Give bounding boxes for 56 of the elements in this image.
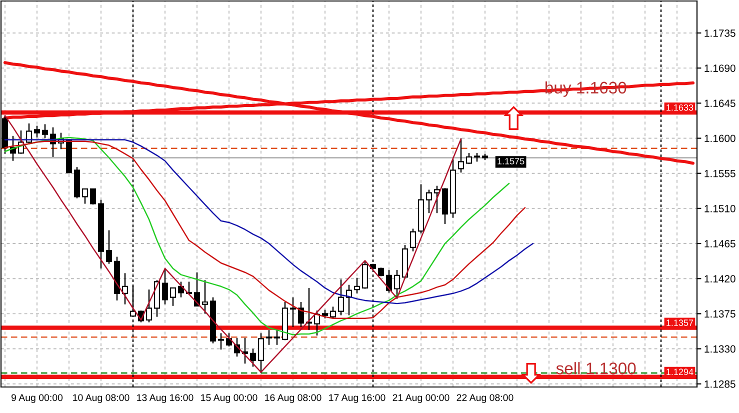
x-tick-label: 22 Aug 08:00 bbox=[456, 394, 514, 404]
y-tick-label: 1.1330 bbox=[704, 345, 736, 353]
candlestick bbox=[146, 288, 152, 323]
candlestick bbox=[90, 188, 96, 206]
y-tick-label: 1.1735 bbox=[704, 29, 736, 37]
ref-line-label: 1.1357 bbox=[666, 320, 694, 326]
candlestick bbox=[226, 332, 232, 348]
candlestick bbox=[338, 278, 344, 316]
candlestick bbox=[298, 301, 304, 328]
ref-line-label: 1.1575 bbox=[498, 158, 524, 164]
y-tick-label: 1.1285 bbox=[704, 380, 736, 388]
candlestick bbox=[170, 287, 176, 307]
candlestick bbox=[426, 189, 432, 214]
candlestick bbox=[82, 188, 88, 204]
candlestick bbox=[258, 332, 264, 374]
candlestick bbox=[34, 125, 40, 138]
candlestick bbox=[42, 124, 48, 139]
candlestick bbox=[346, 284, 352, 316]
candlestick bbox=[266, 329, 272, 346]
annotation: sell 1.1300 bbox=[556, 362, 636, 374]
candlestick bbox=[330, 306, 336, 320]
line-series bbox=[3, 61, 695, 165]
candlestick bbox=[394, 269, 400, 300]
candlestick bbox=[202, 280, 208, 314]
line-series bbox=[4, 115, 462, 373]
candlestick bbox=[410, 228, 416, 252]
x-tick-label: 17 Aug 16:00 bbox=[329, 394, 386, 404]
y-tick-label: 1.1375 bbox=[704, 310, 736, 318]
y-tick-label: 1.1600 bbox=[704, 134, 736, 142]
y-tick-label: 1.1420 bbox=[704, 275, 736, 282]
ref-line-label: 1.1633 bbox=[666, 104, 694, 111]
x-tick-label: 9 Aug 00:00 bbox=[12, 394, 63, 404]
candlestick bbox=[354, 277, 360, 294]
x-tick-label: 13 Aug 16:00 bbox=[137, 394, 194, 404]
y-tick-label: 1.1510 bbox=[704, 204, 736, 212]
candlestick bbox=[106, 230, 112, 264]
x-tick-label: 10 Aug 08:00 bbox=[73, 394, 130, 404]
candlestick bbox=[362, 260, 368, 290]
candlestick bbox=[250, 348, 256, 368]
ref-line-label: 1.1294 bbox=[666, 368, 694, 376]
y-tick-label: 1.1690 bbox=[704, 64, 736, 72]
candlestick bbox=[434, 185, 440, 214]
candlestick bbox=[122, 272, 128, 305]
candlestick bbox=[162, 268, 168, 305]
candlestick bbox=[458, 138, 464, 174]
y-tick-label: 1.1645 bbox=[704, 100, 736, 108]
candlestick bbox=[274, 329, 280, 346]
candlestick bbox=[386, 269, 392, 294]
candlestick bbox=[218, 332, 224, 350]
y-tick-label: 1.1555 bbox=[704, 170, 736, 178]
x-tick-label: 15 Aug 00:00 bbox=[201, 394, 258, 404]
candlestick bbox=[290, 296, 296, 328]
x-tick-label: 21 Aug 00:00 bbox=[392, 394, 450, 404]
x-tick-label: 16 Aug 08:00 bbox=[265, 394, 322, 404]
candlestick bbox=[466, 152, 472, 165]
y-tick-label: 1.1465 bbox=[704, 240, 736, 248]
